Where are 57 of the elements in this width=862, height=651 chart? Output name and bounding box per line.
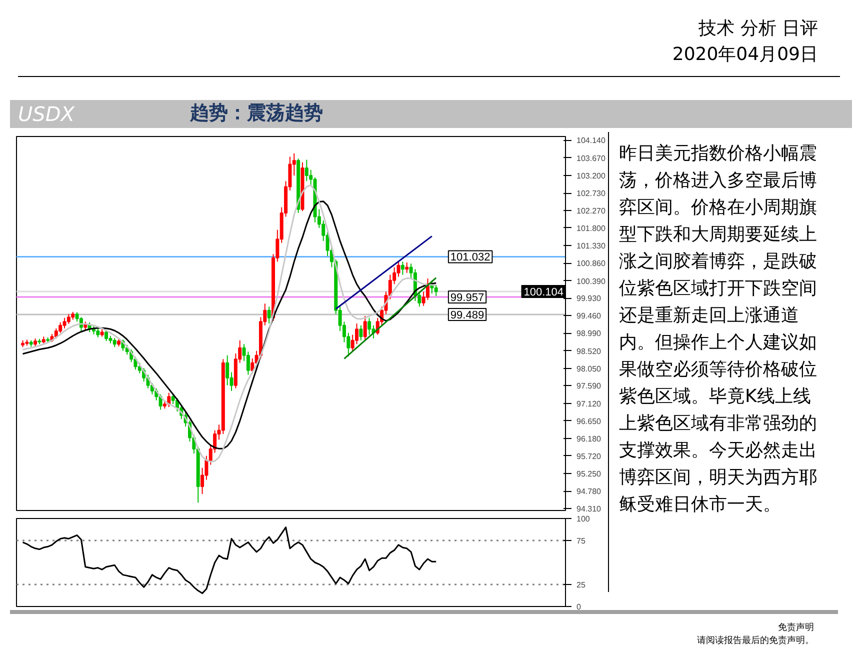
text: 免责声明 [778, 623, 814, 633]
candlestick [418, 291, 422, 308]
candlestick [363, 316, 367, 341]
y-tick-label: 99.460 [576, 312, 602, 321]
candlestick [171, 394, 175, 405]
candlestick [250, 358, 254, 374]
y-tick-label: 94.780 [576, 487, 602, 496]
candlestick [267, 306, 271, 324]
y-tick-label: 102.730 [576, 189, 606, 198]
y-tick-label: 75 [576, 536, 586, 546]
y-tick-label: 104.140 [576, 136, 606, 146]
candlestick [434, 284, 438, 297]
ref-line-label: 101.032 [450, 252, 490, 264]
text: 请阅读报告最后的免责声明。 [697, 636, 814, 646]
candlestick [405, 262, 409, 274]
candlestick [54, 328, 58, 339]
candlestick [355, 323, 359, 345]
y-tick-label: 95.720 [576, 452, 602, 461]
y-tick-label: 100 [576, 514, 590, 524]
y-tick-label: 102.270 [576, 206, 606, 216]
text: 技术 分析 日评 [698, 18, 818, 39]
text: 2020年04月09日 [672, 44, 818, 65]
y-tick-label: 98.520 [576, 346, 602, 356]
candlestick [396, 260, 400, 278]
candlestick [304, 159, 308, 182]
candlestick [368, 317, 372, 336]
chart-subtitle: 趋势：震荡趋势 [190, 101, 323, 126]
y-tick-label: 0 [576, 602, 582, 612]
candlestick [359, 324, 363, 341]
y-tick-label: 101.800 [576, 224, 606, 233]
candlestick [246, 351, 250, 376]
chart-title: USDX [17, 100, 76, 128]
y-tick-label: 95.250 [576, 469, 602, 478]
y-tick-label: 25 [576, 580, 586, 590]
text: 昨日美元指数价格小幅震荡，价格进入多空最后博弈区间。价格在小周期旗型下跌和大周期要延续上涨之间胶着博弈，是跌破位紫色区域打开下跌空间还是重新走回上涨通道内。但操作上个人建议如果做空必须等待价格破位紫色区域。毕竟K线上线上紫色区域有非常强劲的支撑效果。今天必然走出博弈区间，明天为西方耶稣受难日休市一天。 [619, 143, 817, 515]
y-tick-label: 97.590 [576, 382, 602, 391]
ref-line-label: 100.104 [524, 286, 564, 298]
ref-line-label: 99.957 [450, 292, 484, 304]
y-tick-label: 100.860 [576, 259, 606, 268]
y-tick-label: 98.050 [576, 364, 602, 374]
y-tick-label: 99.930 [576, 294, 602, 304]
y-tick-label: 96.180 [576, 434, 602, 444]
candlestick [58, 322, 62, 334]
y-tick-label: 100.390 [576, 276, 606, 286]
candlestick [226, 354, 230, 386]
y-tick-label: 97.120 [576, 399, 602, 408]
candlestick [66, 314, 70, 324]
line-series [22, 526, 437, 594]
y-tick-label: 103.200 [576, 171, 606, 180]
candlestick [400, 261, 404, 276]
y-tick-label: 103.670 [576, 154, 606, 163]
y-tick-label: 94.310 [576, 504, 602, 514]
y-tick-label: 101.330 [576, 242, 606, 251]
candlestick [62, 317, 66, 329]
ref-line-label: 99.489 [450, 310, 484, 322]
y-tick-label: 96.650 [576, 416, 602, 426]
y-tick-label: 98.990 [576, 329, 602, 338]
